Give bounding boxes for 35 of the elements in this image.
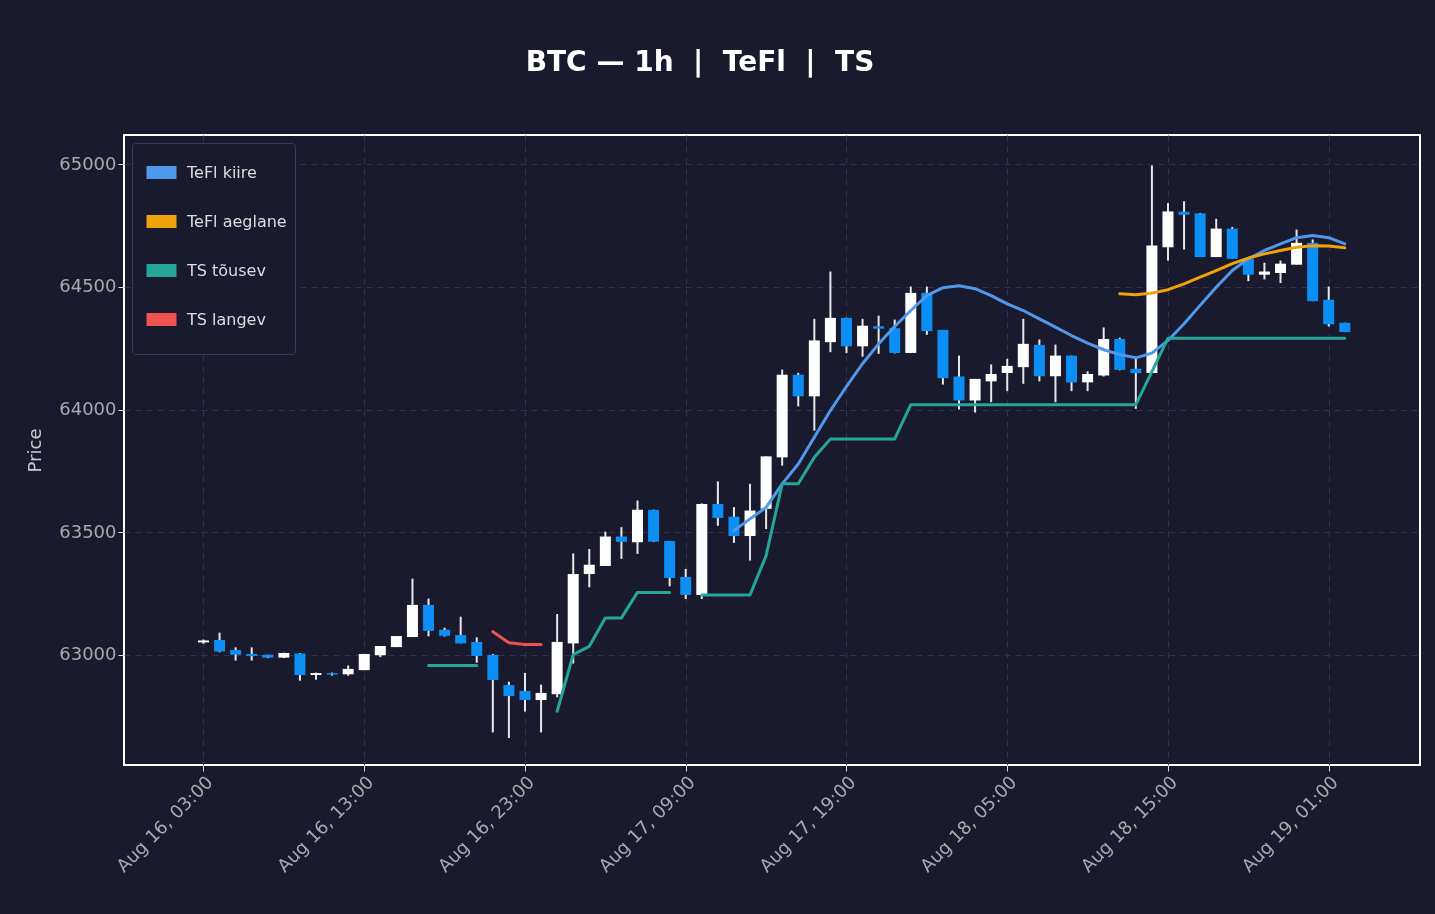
candlestick bbox=[857, 317, 869, 358]
legend-label: TS tõusev bbox=[186, 260, 266, 280]
candlestick bbox=[535, 683, 547, 734]
candlestick bbox=[583, 548, 595, 589]
candlestick bbox=[969, 377, 981, 414]
y-tick-label: 64000 bbox=[59, 398, 117, 420]
y-tick-label: 63500 bbox=[59, 520, 117, 542]
chart-title: BTC — 1h | TeFl | TS bbox=[525, 45, 875, 78]
candlestick bbox=[1130, 357, 1142, 410]
y-tick-label: 63000 bbox=[59, 643, 117, 665]
candlestick bbox=[680, 567, 692, 601]
y-axis-title: Price bbox=[24, 428, 46, 473]
candlestick bbox=[1017, 317, 1029, 385]
candlestick bbox=[873, 314, 885, 355]
candlestick bbox=[792, 371, 804, 408]
y-tick-label: 64500 bbox=[59, 275, 117, 297]
candlestick bbox=[471, 636, 483, 664]
legend-label: TeFl aeglane bbox=[186, 211, 287, 231]
legend-label: TS langev bbox=[186, 309, 266, 329]
candlestick bbox=[1178, 200, 1190, 251]
candlestick bbox=[519, 671, 531, 713]
candlestick bbox=[985, 363, 997, 404]
candlestick bbox=[1001, 357, 1013, 393]
candlestick bbox=[503, 680, 515, 740]
candlestick bbox=[615, 526, 627, 560]
line-series bbox=[1118, 244, 1347, 297]
candlestick bbox=[246, 646, 258, 662]
candlestick bbox=[712, 480, 724, 527]
candlestick bbox=[294, 651, 306, 682]
candlestick bbox=[1049, 343, 1061, 404]
candlestick bbox=[1275, 259, 1287, 285]
candlestick bbox=[1082, 370, 1094, 393]
candlestick bbox=[455, 615, 467, 645]
y-tick-label: 65000 bbox=[59, 152, 117, 174]
legend-label: TeFl kiire bbox=[186, 162, 257, 182]
